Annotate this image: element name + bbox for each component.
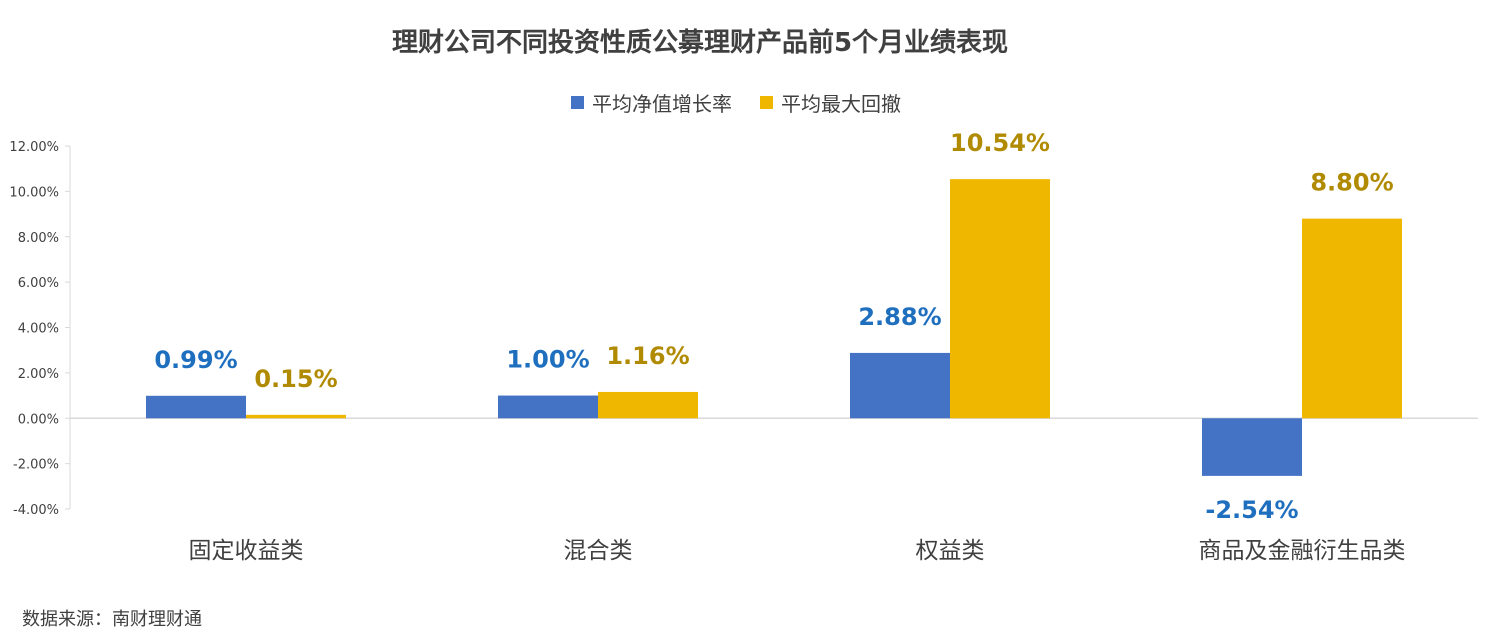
x-category-label: 混合类 xyxy=(564,538,633,564)
x-category-label: 固定收益类 xyxy=(189,538,304,564)
data-label-series-1-3: 8.80% xyxy=(1310,169,1393,197)
legend-item-series-1: 平均最大回撤 xyxy=(760,88,901,117)
y-tick-label: 2.00% xyxy=(18,367,59,382)
legend: 平均净值增长率 平均最大回撤 xyxy=(571,88,929,117)
bar-series-1-2 xyxy=(950,179,1050,419)
bar-series-1-0 xyxy=(246,414,346,419)
x-category-label: 商品及金融衍生品类 xyxy=(1199,538,1406,564)
y-tick-label: -2.00% xyxy=(13,458,59,473)
y-tick-label: 4.00% xyxy=(18,322,59,337)
data-label-series-1-1: 1.16% xyxy=(606,342,689,370)
legend-swatch-series-1 xyxy=(760,96,773,109)
x-category-label: 权益类 xyxy=(916,538,985,564)
y-tick-label: 8.00% xyxy=(18,231,59,246)
bar-series-0-0 xyxy=(146,395,246,419)
legend-label-series-0: 平均净值增长率 xyxy=(592,92,732,116)
y-tick-label: 10.00% xyxy=(9,185,59,200)
y-tick-label: 6.00% xyxy=(18,276,59,291)
bar-series-0-2 xyxy=(850,352,950,419)
y-tick-label: 0.00% xyxy=(18,412,59,427)
data-label-series-0-2: 2.88% xyxy=(858,303,941,331)
data-label-series-0-1: 1.00% xyxy=(506,346,589,374)
data-label-series-0-0: 0.99% xyxy=(154,346,237,374)
legend-swatch-series-0 xyxy=(571,96,584,109)
y-tick-label: -4.00% xyxy=(13,503,59,518)
legend-item-series-0: 平均净值增长率 xyxy=(571,88,732,117)
data-source-note: 数据来源：南财理财通 xyxy=(22,609,202,630)
data-label-series-1-0: 0.15% xyxy=(254,365,337,393)
data-label-series-1-2: 10.54% xyxy=(950,129,1050,157)
data-label-series-0-3: -2.54% xyxy=(1205,496,1298,524)
bar-series-1-3 xyxy=(1302,218,1402,419)
bar-series-0-1 xyxy=(498,395,598,419)
y-tick-label: 12.00% xyxy=(9,140,59,155)
bar-series-1-1 xyxy=(598,391,698,419)
legend-label-series-1: 平均最大回撤 xyxy=(781,92,901,116)
chart-title: 理财公司不同投资性质公募理财产品前5个月业绩表现 xyxy=(391,28,1009,58)
bar-series-0-3 xyxy=(1202,418,1302,476)
